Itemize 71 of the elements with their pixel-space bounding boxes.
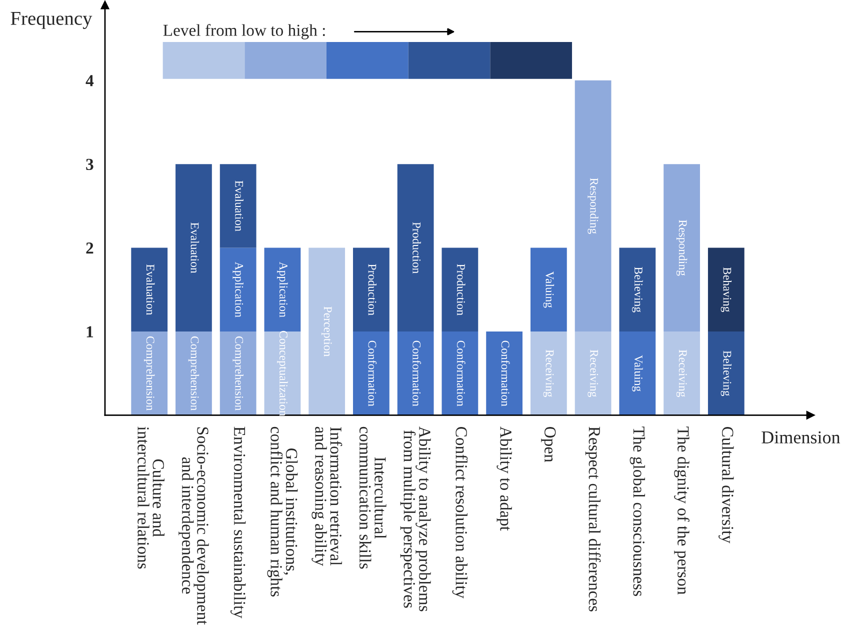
- bar: [530, 331, 567, 416]
- data-label: Conformation: [456, 340, 466, 406]
- data-label: Receiving: [676, 350, 687, 398]
- data-label: Receiving: [588, 350, 598, 398]
- bar: [397, 164, 434, 332]
- bar: [220, 331, 256, 416]
- data-label: Responding: [676, 220, 688, 276]
- data-label: Production: [368, 264, 377, 316]
- bar: [353, 248, 390, 332]
- y-tick-label: 3: [86, 158, 94, 170]
- x-tick-label: Ability to adapt: [496, 426, 512, 531]
- bar: [131, 331, 168, 416]
- bar: [264, 331, 301, 416]
- x-axis-title: Dimension: [762, 431, 840, 444]
- data-label: Believing: [720, 350, 732, 396]
- data-label: Valuing: [632, 355, 643, 392]
- data-label: Conceptualization: [277, 330, 288, 416]
- x-tick-label: Conflict resolution ability: [452, 426, 468, 598]
- data-label: Application: [277, 262, 288, 318]
- x-tick-label: Cultural diversity: [718, 426, 734, 544]
- x-tick-label: Ability to analyze problems from multiple perspectives: [400, 426, 431, 612]
- bar: [353, 331, 390, 416]
- data-label: Evaluation: [235, 180, 244, 232]
- y-axis-title: Frequency: [10, 12, 92, 29]
- x-tick-label: Environmental sustainability: [230, 426, 246, 618]
- bar: [397, 331, 434, 416]
- y-tick-label: 1: [86, 326, 93, 338]
- bar: [176, 331, 212, 416]
- bar: [442, 248, 478, 332]
- bar: [574, 331, 612, 416]
- bar: [708, 248, 744, 332]
- bar: [176, 164, 212, 332]
- x-tick-label: Global institutions, conflict and human rights: [267, 426, 298, 596]
- bar: [619, 331, 656, 416]
- data-label: Behaving: [720, 267, 732, 312]
- legend-title: Level from low to high :: [163, 24, 325, 40]
- data-label: Receiving: [543, 350, 554, 398]
- data-label: Evaluation: [190, 222, 200, 274]
- x-tick-label: The dignity of the person: [674, 426, 690, 595]
- x-tick-label: Open: [541, 426, 556, 462]
- x-tick-label: Culture and intercultural relations: [138, 426, 164, 569]
- bar: [664, 164, 700, 332]
- bar: [486, 331, 523, 416]
- data-label: Perception: [321, 306, 332, 357]
- bar: [442, 331, 478, 416]
- data-label: Responding: [588, 178, 598, 234]
- data-label: Comprehension: [232, 336, 244, 411]
- data-label: Conformation: [412, 340, 422, 406]
- x-tick-label: The global consciousness: [630, 426, 646, 596]
- bar: [574, 80, 612, 332]
- y-tick-label: 4: [86, 75, 94, 86]
- data-label: Application: [232, 262, 244, 318]
- data-label: Evaluation: [146, 264, 155, 316]
- y-tick-label: 2: [86, 242, 94, 254]
- bar: [131, 248, 168, 332]
- x-tick-label: Respect cultural differences: [585, 426, 601, 612]
- bar: [308, 248, 346, 416]
- bar: [619, 248, 656, 332]
- bar: [664, 331, 700, 416]
- data-label: Production: [412, 222, 421, 274]
- data-label: Believing: [632, 267, 643, 312]
- data-label: Comprehension: [144, 336, 155, 411]
- data-label: Conformation: [368, 340, 377, 406]
- x-tick-label: Intercultural communication skills: [359, 426, 386, 569]
- bar: [220, 164, 256, 248]
- data-label: Production: [456, 264, 466, 316]
- x-tick-label: Socio-economic development and interdependence: [178, 427, 209, 625]
- data-label: Conformation: [501, 340, 510, 406]
- data-label: Comprehension: [188, 336, 200, 411]
- data-label: Valuing: [543, 271, 554, 308]
- x-tick-label: Information retrieval and reasoning ability: [312, 426, 342, 566]
